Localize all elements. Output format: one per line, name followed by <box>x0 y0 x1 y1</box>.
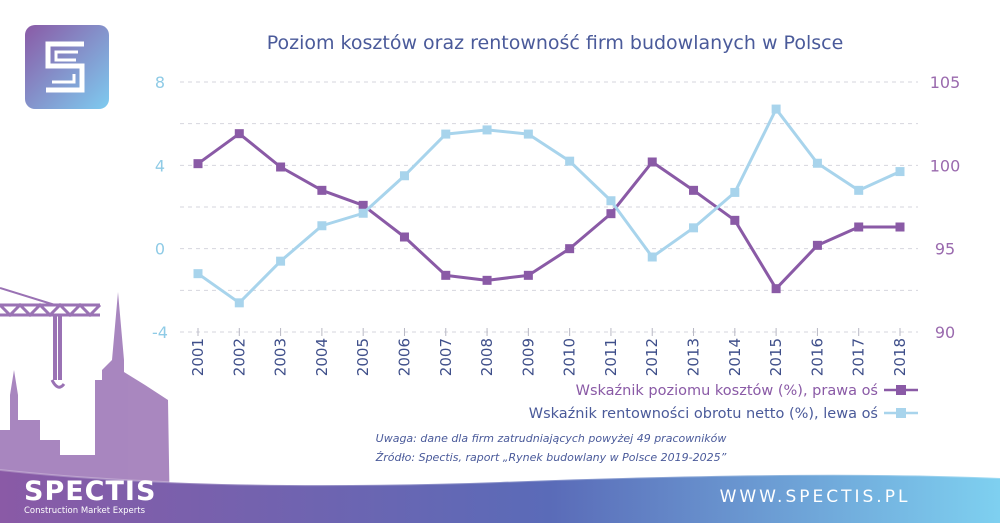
series-1 <box>193 104 905 308</box>
series-point <box>771 104 781 114</box>
series-point <box>441 270 451 280</box>
left-tick-label: 8 <box>155 73 165 92</box>
series-point <box>399 232 409 242</box>
legend-entry-costs: Wskaźnik poziomu kosztów (%), prawa oś <box>576 383 918 399</box>
series-point <box>234 298 244 308</box>
series-line <box>197 132 900 291</box>
x-tick-label: 2002 <box>230 338 248 376</box>
legend-marker-profitability <box>896 408 906 418</box>
legend-marker-costs <box>896 385 906 395</box>
series-point <box>689 223 699 233</box>
x-tick-label: 2009 <box>519 338 537 376</box>
x-tick-label: 2013 <box>685 338 703 376</box>
series-layer <box>193 104 905 308</box>
series-point <box>482 275 492 285</box>
left-tick-label: 0 <box>155 240 165 259</box>
gridlines <box>180 81 918 333</box>
left-tick-label: 4 <box>155 156 165 175</box>
x-tick-label: 2014 <box>726 338 744 376</box>
x-axis: 2001 2002 2003 2004 2005 2006 2007 2008 2009 2010… <box>189 328 909 376</box>
x-tick-label: 2015 <box>767 338 785 376</box>
series-point <box>565 244 575 254</box>
legend-label-profitability: Wskaźnik rentowności obrotu netto (%), l… <box>529 406 878 422</box>
series-point <box>895 167 905 177</box>
series-point <box>317 185 327 195</box>
x-tick-label: 2018 <box>891 338 909 376</box>
series-point <box>399 171 409 181</box>
series-point <box>854 185 864 195</box>
series-0 <box>193 129 905 294</box>
series-point <box>606 209 616 219</box>
series-point <box>358 208 368 218</box>
series-point <box>193 159 203 169</box>
right-axis: 90 95 100 105 <box>930 73 961 342</box>
footer-band <box>0 470 1000 523</box>
series-point <box>606 196 616 206</box>
note-line: Uwaga: dane dla firm zatrudniających pow… <box>376 432 727 445</box>
series-point <box>523 129 533 139</box>
right-tick-label: 105 <box>930 73 961 92</box>
brand-url: WWW.SPECTIS.PL <box>720 487 911 507</box>
crane-icon <box>0 287 102 389</box>
spectis-logo <box>25 25 109 109</box>
chart-title: Poziom kosztów oraz rentowność firm budo… <box>267 32 844 54</box>
series-point <box>482 125 492 135</box>
series-point <box>647 157 657 167</box>
x-tick-label: 2001 <box>189 338 207 376</box>
brand-tagline: Construction Market Experts <box>24 506 146 516</box>
brand-name: SPECTIS <box>24 476 156 507</box>
footer-band-highlight <box>0 469 1000 487</box>
series-point <box>854 222 864 232</box>
series-point <box>441 129 451 139</box>
series-point <box>771 284 781 294</box>
series-point <box>812 240 822 250</box>
series-point <box>276 162 286 172</box>
series-point <box>193 269 203 279</box>
series-point <box>730 187 740 197</box>
x-tick-label: 2006 <box>395 338 413 376</box>
x-tick-label: 2012 <box>643 338 661 376</box>
x-tick-label: 2003 <box>272 338 290 376</box>
spectis-s-logo-icon <box>45 41 85 93</box>
x-tick-label: 2011 <box>602 338 620 376</box>
series-line <box>197 107 901 305</box>
series-point <box>689 185 699 195</box>
legend-entry-profitability: Wskaźnik rentowności obrotu netto (%), l… <box>529 406 918 422</box>
x-tick-label: 2016 <box>808 338 826 376</box>
series-point <box>565 156 575 166</box>
x-tick-label: 2010 <box>561 338 579 376</box>
x-tick-label: 2017 <box>850 338 868 376</box>
series-point <box>523 270 533 280</box>
right-tick-label: 95 <box>935 240 955 259</box>
legend: Wskaźnik poziomu kosztów (%), prawa oś W… <box>529 383 918 422</box>
series-point <box>358 200 368 210</box>
x-tick-label: 2005 <box>354 338 372 376</box>
series-point <box>276 256 286 266</box>
series-point <box>730 215 740 225</box>
left-tick-label: -4 <box>152 323 168 342</box>
series-point <box>234 129 244 139</box>
x-tick-label: 2004 <box>313 338 331 376</box>
x-tick-label: 2008 <box>478 338 496 376</box>
x-tick-label: 2007 <box>437 338 455 376</box>
legend-label-costs: Wskaźnik poziomu kosztów (%), prawa oś <box>576 383 878 399</box>
series-point <box>317 221 327 231</box>
right-tick-label: 100 <box>930 156 961 175</box>
series-point <box>647 252 657 262</box>
left-axis: -4 0 4 8 <box>152 73 168 342</box>
right-tick-label: 90 <box>935 323 955 342</box>
series-point <box>895 222 905 232</box>
series-point <box>812 158 822 168</box>
source-line: Źródło: Spectis, raport „Rynek budowlany… <box>375 451 727 464</box>
